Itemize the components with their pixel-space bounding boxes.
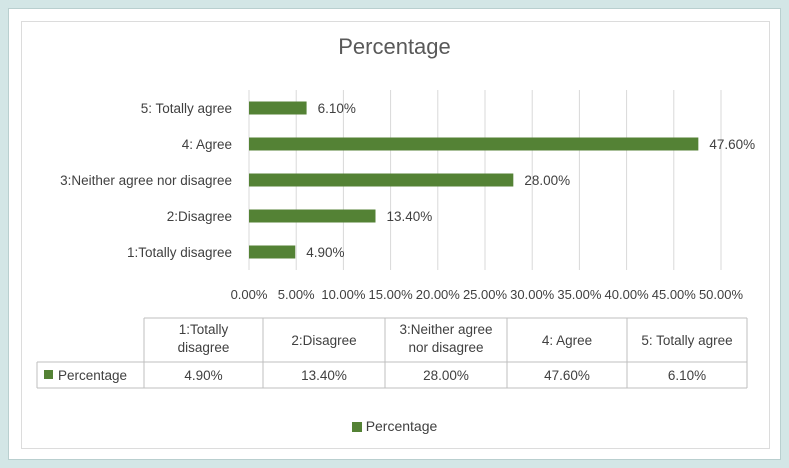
chart-frame [8, 8, 781, 460]
x-tick-label: 35.00% [557, 287, 602, 302]
bar [249, 245, 296, 259]
table-row-label: Percentage [58, 368, 127, 383]
data-label: 47.60% [709, 137, 755, 152]
category-label: 5: Totally agree [141, 101, 232, 116]
table-cell: 28.00% [423, 368, 469, 383]
x-tick-label: 25.00% [463, 287, 508, 302]
table-header: 5: Totally agree [641, 333, 732, 348]
chart-area [21, 21, 770, 449]
x-tick-label: 10.00% [321, 287, 366, 302]
category-label: 2:Disagree [167, 209, 232, 224]
data-label: 6.10% [318, 101, 356, 116]
x-tick-label: 5.00% [278, 287, 315, 302]
chart-legend: Percentage [0, 418, 789, 434]
x-tick-label: 50.00% [699, 287, 744, 302]
x-tick-label: 30.00% [510, 287, 555, 302]
bar [249, 173, 514, 187]
legend-swatch [351, 422, 362, 432]
category-label: 3:Neither agree nor disagree [60, 173, 232, 188]
x-tick-label: 40.00% [605, 287, 650, 302]
table-cell: 6.10% [668, 368, 706, 383]
chart-title: Percentage [338, 34, 451, 59]
x-tick-label: 15.00% [369, 287, 414, 302]
category-label: 4: Agree [182, 137, 232, 152]
category-label: 1:Totally disagree [127, 245, 232, 260]
table-cell: 47.60% [544, 368, 590, 383]
legend-label: Percentage [365, 418, 438, 434]
bar [249, 101, 307, 115]
table-header: 1:Totally disagree [178, 322, 230, 355]
x-tick-label: 20.00% [416, 287, 461, 302]
table-cell: 4.90% [184, 368, 222, 383]
x-tick-label: 45.00% [652, 287, 697, 302]
table-header: 3:Neither agree nor disagree [399, 322, 492, 355]
x-tick-label: 0.00% [231, 287, 268, 302]
data-label: 13.40% [386, 209, 432, 224]
data-label: 28.00% [524, 173, 570, 188]
table-legend-swatch [44, 370, 53, 379]
table-cell: 13.40% [301, 368, 347, 383]
bar [249, 209, 376, 223]
table-header: 2:Disagree [291, 333, 356, 348]
table-header: 4: Agree [542, 333, 592, 348]
data-label: 4.90% [306, 245, 344, 260]
bar [249, 137, 699, 151]
